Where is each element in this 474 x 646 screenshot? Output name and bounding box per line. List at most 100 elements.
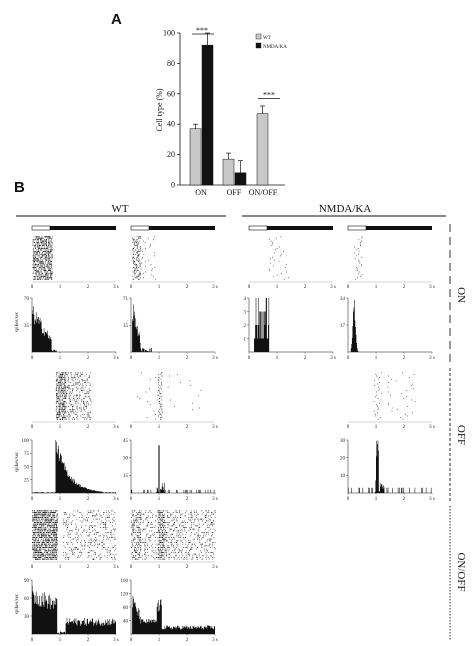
spike-tick — [160, 522, 162, 523]
spike-tick — [41, 256, 42, 258]
spike-tick — [58, 418, 60, 420]
spike-tick — [56, 553, 57, 555]
spike-tick — [48, 262, 49, 264]
spike-tick — [210, 555, 211, 557]
spike-tick — [358, 259, 359, 261]
spike-tick — [43, 515, 44, 517]
spike-tick — [94, 552, 96, 553]
spike-tick — [84, 397, 85, 399]
spike-tick — [50, 268, 51, 270]
spike-tick — [77, 510, 78, 512]
spike-tick — [134, 269, 135, 271]
spike-tick — [38, 264, 40, 266]
spike-tick — [190, 525, 192, 527]
spike-tick — [70, 391, 71, 393]
spike-tick — [159, 535, 161, 537]
spike-tick — [70, 409, 71, 411]
spike-tick — [185, 552, 187, 553]
spike-tick — [106, 548, 108, 550]
spike-tick — [87, 401, 88, 403]
spike-tick — [140, 274, 142, 276]
spike-tick — [41, 515, 43, 517]
spike-tick — [35, 535, 36, 537]
spike-tick — [150, 527, 151, 528]
spike-tick — [145, 545, 146, 547]
spike-tick — [50, 553, 52, 555]
spike-tick — [47, 262, 48, 264]
spike-tick — [71, 404, 72, 406]
spike-tick — [40, 277, 41, 279]
spike-tick — [32, 517, 33, 518]
spike-tick — [60, 383, 61, 385]
spike-tick — [67, 386, 69, 388]
spike-tick — [49, 236, 50, 238]
spike-tick — [53, 535, 55, 537]
spike-tick — [137, 255, 139, 257]
spike-tick — [77, 394, 78, 396]
spike-tick — [162, 523, 164, 525]
spike-tick — [204, 535, 206, 537]
spike-tick — [71, 523, 72, 525]
spike-tick — [186, 553, 188, 555]
spike-tick — [71, 389, 73, 391]
spike-tick — [172, 538, 173, 540]
spike-tick — [76, 418, 78, 420]
spike-tick — [182, 555, 184, 557]
spike-tick — [65, 407, 67, 409]
spike-tick — [37, 512, 39, 513]
spike-tick — [159, 535, 161, 537]
spike-tick — [211, 522, 213, 523]
spike-tick — [159, 555, 160, 557]
spike-tick — [158, 522, 160, 523]
spike-tick — [53, 530, 55, 532]
spike-tick — [180, 525, 182, 527]
spike-tick — [185, 537, 187, 538]
spike-tick — [63, 405, 65, 407]
spike-tick — [84, 542, 86, 543]
spike-tick — [151, 269, 152, 271]
spike-tick — [51, 239, 52, 241]
spike-tick — [166, 555, 167, 557]
spike-tick — [204, 548, 206, 550]
spike-tick — [43, 547, 44, 548]
spike-tick — [135, 242, 137, 244]
spike-tick — [149, 530, 151, 532]
spike-tick — [34, 542, 36, 543]
spike-tick — [44, 510, 45, 512]
spike-tick — [210, 540, 211, 542]
spike-tick — [133, 513, 134, 515]
spike-tick — [270, 240, 272, 242]
spike-tick — [137, 277, 138, 279]
spike-tick — [181, 540, 182, 542]
spike-tick — [106, 517, 108, 518]
spike-tick — [208, 530, 210, 532]
spike-tick — [137, 535, 139, 537]
spike-tick — [50, 250, 51, 252]
spike-tick — [211, 557, 213, 558]
spike-tick — [45, 545, 46, 547]
spike-tick — [69, 397, 71, 399]
spike-tick — [133, 267, 135, 269]
spike-tick — [48, 262, 50, 264]
spike-tick — [61, 389, 63, 391]
spike-tick — [211, 532, 213, 533]
spike-tick — [38, 515, 40, 517]
spike-tick — [46, 540, 47, 542]
spike-tick — [38, 253, 40, 255]
spike-tick — [160, 540, 162, 542]
spike-tick — [48, 535, 50, 537]
spike-tick — [45, 512, 46, 513]
spike-tick — [56, 394, 57, 396]
spike-tick — [108, 520, 110, 522]
spike-tick — [143, 253, 145, 255]
spike-tick — [136, 264, 137, 266]
spike-tick — [34, 547, 36, 548]
spike-tick — [213, 528, 215, 530]
spike-tick — [188, 518, 189, 520]
spike-tick — [134, 550, 136, 552]
spike-tick — [76, 383, 78, 385]
spike-tick — [162, 545, 163, 547]
ylabel-on: spikes/sec — [15, 311, 20, 332]
spike-tick — [163, 523, 165, 525]
spike-tick — [83, 402, 84, 404]
